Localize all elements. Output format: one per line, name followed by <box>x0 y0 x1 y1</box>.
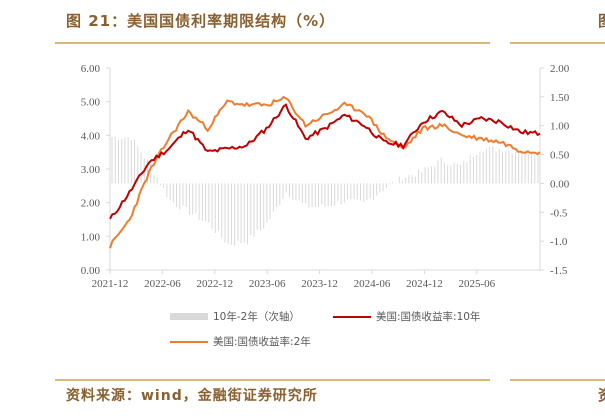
series-2yr-line <box>109 95 541 249</box>
legend-item-10yr: 美国:国债收益率:10年 <box>333 309 480 324</box>
adjacent-source-fragment: 资 <box>598 384 605 405</box>
series-10yr-line <box>109 103 541 220</box>
x-tick-label: 2021-12 <box>92 278 129 290</box>
left-tick-label: 3.00 <box>81 164 101 176</box>
legend-label: 10年-2年（次轴） <box>213 311 300 323</box>
legend-label: 美国:国债收益率:2年 <box>213 336 311 348</box>
right-tick-label: -1.5 <box>550 265 568 277</box>
adjacent-title-underline <box>510 42 605 44</box>
right-axis-ticks: 2.00 1.50 1.00 0.50 0.00 -0.5 -1.0 -1.5 <box>540 63 570 277</box>
x-tick-label: 2022-06 <box>144 278 181 290</box>
left-tick-label: 0.00 <box>81 265 101 277</box>
adjacent-figure-title-fragment: 图 <box>598 10 605 31</box>
spread-bars <box>111 136 539 246</box>
legend-bar-swatch <box>170 313 208 320</box>
source-note: 资料来源：wind，金融街证券研究所 <box>66 388 318 404</box>
legend-line-swatch <box>333 315 371 318</box>
legend-label: 美国:国债收益率:10年 <box>376 311 481 323</box>
x-axis-ticks: 2021-12 2022-06 2022-12 2023-06 2023-12 2024-… <box>92 270 496 290</box>
x-tick-label: 2025-06 <box>458 278 495 290</box>
legend-item-2yr: 美国:国债收益率:2年 <box>170 334 311 349</box>
right-tick-label: 1.00 <box>550 121 570 133</box>
adjacent-source-overline <box>510 379 605 381</box>
right-tick-label: 2.00 <box>550 63 570 75</box>
right-tick-label: 1.50 <box>550 92 570 104</box>
x-tick-label: 2023-12 <box>301 278 338 290</box>
left-tick-label: 4.00 <box>81 130 101 142</box>
yield-chart: 6.00 5.00 4.00 3.00 2.00 1.00 0.00 2.00 1.50 1.0… <box>81 63 570 290</box>
left-tick-label: 6.00 <box>81 63 101 75</box>
right-tick-label: 0.50 <box>550 150 570 162</box>
left-tick-label: 2.00 <box>81 198 101 210</box>
legend-item-spread: 10年-2年（次轴） <box>170 309 300 324</box>
right-tick-label: -0.5 <box>550 207 568 219</box>
left-tick-label: 1.00 <box>81 231 101 243</box>
figure-title: 图 21：美国国债利率期限结构（%） <box>66 12 336 30</box>
left-tick-label: 5.00 <box>81 97 101 109</box>
right-tick-label: 0.00 <box>550 178 570 190</box>
right-tick-label: -1.0 <box>550 236 568 248</box>
left-axis-ticks: 6.00 5.00 4.00 3.00 2.00 1.00 0.00 <box>81 63 110 277</box>
legend-line-swatch <box>170 340 208 343</box>
x-tick-label: 2024-12 <box>406 278 443 290</box>
x-tick-label: 2024-06 <box>354 278 391 290</box>
x-tick-label: 2023-06 <box>249 278 286 290</box>
source-overline <box>55 379 490 381</box>
title-underline <box>55 42 490 44</box>
x-tick-label: 2022-12 <box>196 278 233 290</box>
